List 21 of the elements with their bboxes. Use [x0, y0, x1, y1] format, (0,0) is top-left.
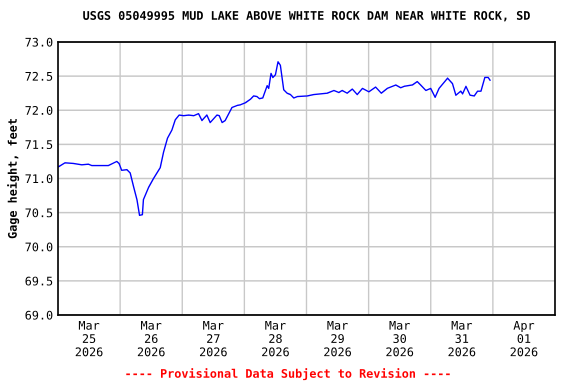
y-tick-label: 71.0 — [26, 174, 52, 184]
x-tick-label: Apr 01 2026 — [510, 320, 538, 356]
y-tick-label: 72.5 — [26, 72, 52, 81]
y-tick-label: 69.5 — [25, 276, 52, 286]
x-tick-label: Mar 27 2026 — [200, 320, 227, 356]
y-axis-title: Gage height, feet — [7, 119, 20, 238]
y-tick-label: 70.0 — [26, 242, 52, 252]
x-tick-label: Mar 29 2026 — [324, 320, 352, 356]
y-tick-label: 71.5 — [26, 140, 52, 150]
y-tick-label: 73.0 — [26, 38, 52, 47]
x-tick-label: Mar 30 2026 — [386, 320, 414, 356]
y-tick-label: 72.0 — [26, 106, 52, 115]
text: ---- Provisional Data Subject to Revision ---- — [126, 368, 450, 380]
x-tick-label: Mar 31 2026 — [448, 320, 476, 356]
chart-title: USGS 05049995 MUD LAKE ABOVE WHITE ROCK DAM NEAR WHITE ROCK, SD — [83, 11, 530, 22]
y-tick-label: 69.0 — [25, 310, 52, 320]
x-tick-label: Mar 25 2026 — [76, 320, 103, 356]
x-tick-label: Mar 28 2026 — [262, 320, 289, 356]
x-tick-label: Mar 26 2026 — [138, 320, 165, 356]
y-tick-label: 70.5 — [26, 208, 52, 218]
line-series — [58, 61, 491, 216]
